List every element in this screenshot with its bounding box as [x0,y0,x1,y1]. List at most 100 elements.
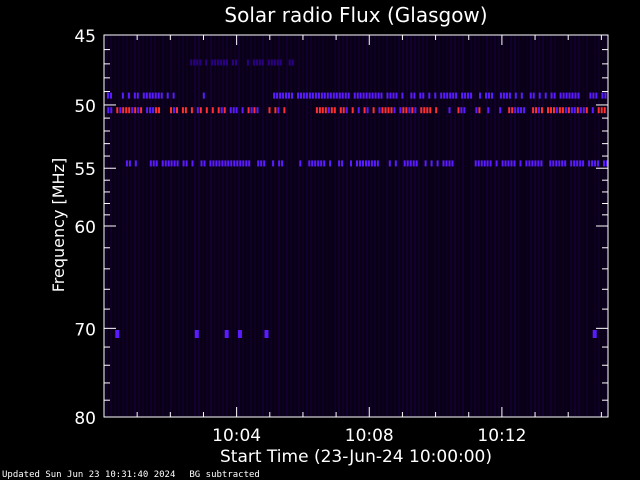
band-mark [529,92,532,99]
band-mark [413,92,416,99]
band-mark [317,92,320,99]
x-tick-label: 10:08 [345,426,394,446]
band-mark [119,107,122,114]
band-mark [281,160,284,167]
band-mark [448,107,451,114]
noise-streak [574,35,576,417]
plot-area [104,35,608,417]
band-mark [606,160,608,167]
band-mark [131,107,134,114]
noise-streak [154,35,156,417]
band-mark [173,107,175,114]
band-mark [442,160,445,167]
band-mark [278,160,281,167]
band-mark [478,107,481,114]
band-mark [401,92,404,99]
band-mark [341,160,344,167]
noise-streak [482,35,484,417]
band-mark [212,160,215,167]
band-mark [193,59,196,66]
noise-streak [406,35,408,417]
band-mark [395,92,398,99]
band-mark [217,107,220,114]
noise-streak [362,35,364,417]
burst-mark [115,330,120,338]
band-mark [525,160,528,167]
noise-streak [434,35,436,417]
noise-streak [354,35,356,417]
noise-streak [186,35,188,417]
noise-streak [202,35,204,417]
band-mark [532,107,535,114]
band-mark [136,92,139,99]
band-mark [235,107,238,114]
band-mark [166,92,169,99]
band-mark [134,160,137,167]
band-mark [116,107,119,114]
band-mark [550,92,553,99]
band-mark [538,92,541,99]
noise-streak [530,35,532,417]
band-mark [333,107,336,114]
band-mark [330,107,333,114]
noise-streak [442,35,444,417]
band-mark [137,107,140,114]
band-mark [419,92,422,99]
band-mark [541,107,543,114]
band-mark [199,107,202,114]
band-mark [242,160,245,167]
band-mark [250,107,253,114]
band-mark [202,92,205,99]
band-mark [520,107,523,114]
noise-streak [494,35,496,417]
updated-timestamp: Updated Sun Jun 23 10:31:40 2024 [2,470,176,480]
band-mark [568,92,571,99]
band-mark [190,59,193,66]
band-mark [388,160,391,167]
band-mark [597,107,600,114]
band-mark [323,92,326,99]
band-mark [203,160,206,167]
band-mark [235,59,237,66]
noise-streak [162,35,164,417]
band-mark [329,92,332,99]
band-mark [540,160,543,167]
band-mark [387,107,390,114]
band-mark [164,160,167,167]
band-mark [299,160,302,167]
band-mark [589,92,592,99]
band-mark [368,92,371,99]
band-mark [199,59,202,66]
band-mark [253,107,256,114]
noise-streak [306,35,308,417]
band-mark [363,107,366,114]
band-mark [582,160,585,167]
band-mark [365,160,367,167]
band-mark [558,160,561,167]
noise-streak [510,35,512,417]
band-mark [428,92,431,99]
band-mark [279,59,282,66]
band-mark [205,59,208,66]
noise-streak [170,35,172,417]
band-mark [429,107,432,114]
band-mark [241,107,244,114]
band-mark [372,107,375,114]
band-mark [595,92,598,99]
noise-streak [286,35,288,417]
noise-streak [138,35,140,417]
y-tick-label: 50 [74,97,96,117]
footer: Updated Sun Jun 23 10:31:40 2024 BG subtr… [2,470,274,480]
band-mark [226,59,228,66]
band-mark [232,107,235,114]
band-mark [300,92,302,99]
band-mark [252,59,255,66]
band-mark [185,160,188,167]
band-mark [483,160,486,167]
noise-streak [266,35,268,417]
band-mark [537,160,540,167]
noise-streak [586,35,588,417]
noise-streak [422,35,424,417]
band-mark [308,160,311,167]
band-mark [377,92,380,99]
